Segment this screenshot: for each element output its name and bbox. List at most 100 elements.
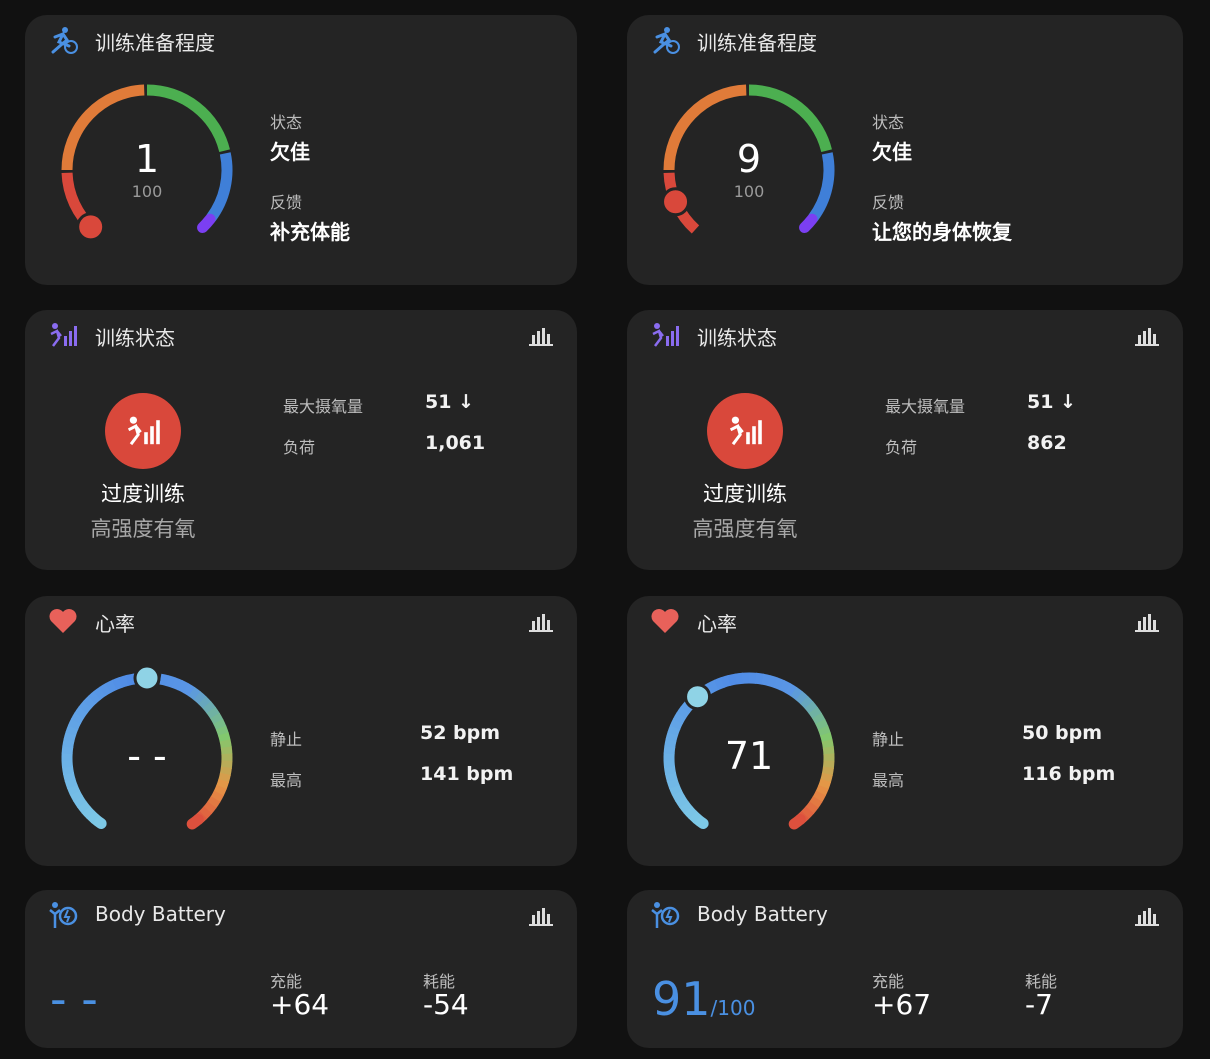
gauge-segment xyxy=(78,700,92,714)
gauge-segment xyxy=(822,746,835,755)
gauge-segment xyxy=(683,805,697,819)
status-label: 状态 xyxy=(270,113,303,132)
gauge-segment xyxy=(202,701,216,715)
load-value: 1,061 xyxy=(425,432,486,454)
overreaching-icon xyxy=(127,416,160,446)
gauge-segment xyxy=(663,759,676,768)
body-battery-card[interactable]: Body Battery - - 充能 +64 耗能 -54 xyxy=(25,890,577,1048)
heart-rate-gauge xyxy=(61,664,233,830)
heart-rate-gauge xyxy=(663,672,835,830)
gauge-segment xyxy=(679,800,693,814)
gauge-segment xyxy=(81,805,95,819)
card-title: 训练准备程度 xyxy=(95,31,215,55)
gauge-segment xyxy=(734,672,744,685)
gauge-segment xyxy=(800,806,815,820)
gauge-segment xyxy=(66,784,81,796)
heart-rate-card[interactable]: 心率 71 静止 50 bpm 最高 116 bpm xyxy=(627,596,1183,866)
body-battery-card[interactable]: Body Battery 91/100 充能 +67 耗能 -7 xyxy=(627,890,1183,1048)
gauge-segment xyxy=(210,712,224,725)
body-battery-level: 91/100 xyxy=(652,972,755,1026)
bar-chart-icon[interactable] xyxy=(1135,612,1159,632)
status-value: 欠佳 xyxy=(270,140,310,164)
gauge-segment xyxy=(93,686,107,700)
training-status-subtitle: 高强度有氧 xyxy=(692,517,798,541)
load-label: 负荷 xyxy=(283,438,316,457)
vo2max-value: 51 ↓ xyxy=(425,391,474,413)
gauge-segment xyxy=(61,759,74,768)
gauge-segment xyxy=(70,711,85,725)
gauge-segment xyxy=(818,778,832,790)
max-hr-value: 116 bpm xyxy=(1022,763,1116,785)
gauge-segment xyxy=(207,796,221,809)
gauge-segment xyxy=(668,784,683,796)
gauge-segment xyxy=(125,673,136,686)
body-battery-max: /100 xyxy=(710,996,756,1020)
current-heart-rate: 71 xyxy=(724,734,774,778)
heart-rate-card[interactable]: 心率 - - 静止 52 bpm 最高 141 bpm xyxy=(25,596,577,866)
gauge-segment xyxy=(61,745,74,755)
training-readiness-card[interactable]: 训练准备程度 9 100 状态 欠佳 反馈 让您的身体恢复 xyxy=(627,15,1183,285)
gauge-segment xyxy=(815,718,829,731)
bar-chart-icon[interactable] xyxy=(1135,906,1159,926)
card-title: Body Battery xyxy=(697,902,828,926)
gauge-segment xyxy=(820,732,833,743)
body-battery-value: 91 xyxy=(652,972,711,1026)
gauge-segment xyxy=(215,725,229,737)
gauge-segment xyxy=(73,795,87,808)
training-status-badge xyxy=(105,393,181,469)
gauge-segment xyxy=(198,695,212,710)
gauge-segment xyxy=(213,718,227,731)
status-value: 欠佳 xyxy=(872,140,912,164)
body-battery-icon xyxy=(49,902,78,928)
gauge-segment xyxy=(65,724,79,736)
gauge-segment xyxy=(203,801,217,815)
gauge-segment xyxy=(761,673,772,687)
gauge-segment-prime xyxy=(799,213,818,234)
gauge-segment xyxy=(672,711,687,725)
status-label: 状态 xyxy=(872,113,905,132)
gauge-segment xyxy=(822,760,835,769)
bar-chart-icon[interactable] xyxy=(529,906,553,926)
gauge-segment xyxy=(69,789,84,802)
charged-value: +67 xyxy=(872,988,932,1021)
training-status-card[interactable]: 训练状态 过度训练 高强度有氧 最大摄氧量 51 ↓ 负荷 862 xyxy=(627,310,1183,570)
overreaching-icon xyxy=(729,416,762,446)
gauge-segment xyxy=(688,810,702,824)
charged-label: 充能 xyxy=(270,972,303,991)
gauge-segment xyxy=(663,765,677,776)
vo2max-value: 51 ↓ xyxy=(1027,391,1076,413)
gauge-segment xyxy=(707,679,720,693)
gauge-segment xyxy=(804,701,818,715)
gauge-segment xyxy=(89,813,107,830)
gauge-segment xyxy=(727,673,738,686)
gauge-segment xyxy=(218,732,231,743)
bar-chart-icon[interactable] xyxy=(529,326,553,346)
max-hr-label: 最高 xyxy=(872,771,905,790)
gauge-segment-high xyxy=(808,152,835,222)
gauge-segment xyxy=(665,731,679,742)
heart-rate-marker xyxy=(133,664,161,692)
gauge-segment xyxy=(773,677,785,691)
gauge-segment-moderate xyxy=(146,84,230,153)
gauge-segment xyxy=(63,772,76,783)
gauge-segment xyxy=(183,683,196,697)
resting-hr-value: 52 bpm xyxy=(420,722,501,744)
readiness-max: 100 xyxy=(733,182,765,201)
gauge-segment xyxy=(62,738,75,748)
resting-hr-label: 静止 xyxy=(270,730,303,749)
gauge-segment xyxy=(86,810,100,824)
gauge-segment-moderate xyxy=(748,84,832,153)
gauge-segment xyxy=(105,679,118,693)
training-status-card[interactable]: 训练状态 过度训练 高强度有氧 最大摄氧量 51 ↓ 负荷 1,061 xyxy=(25,310,577,570)
gauge-segment xyxy=(210,790,224,803)
feedback-value: 补充体能 xyxy=(270,220,350,244)
gauge-segment xyxy=(218,772,231,783)
gauge-segment-low xyxy=(663,84,747,171)
bar-chart-icon[interactable] xyxy=(1135,326,1159,346)
gauge-segment xyxy=(220,760,233,769)
bar-chart-icon[interactable] xyxy=(529,612,553,632)
training-readiness-card[interactable]: 训练准备程度 1 100 状态 欠佳 反馈 补充体能 xyxy=(25,15,577,285)
gauge-segment xyxy=(812,790,826,803)
gauge-segment xyxy=(767,675,779,688)
gauge-segment xyxy=(159,673,170,687)
